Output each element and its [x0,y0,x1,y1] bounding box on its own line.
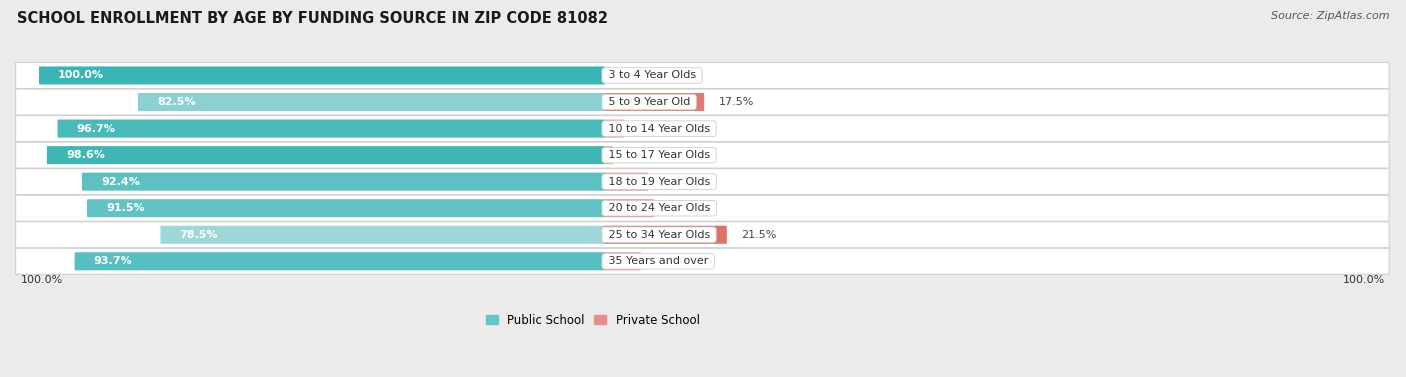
FancyBboxPatch shape [58,120,606,138]
FancyBboxPatch shape [87,199,606,217]
Text: 93.7%: 93.7% [94,256,132,266]
Text: 5 to 9 Year Old: 5 to 9 Year Old [605,97,693,107]
FancyBboxPatch shape [82,173,606,191]
Text: 100.0%: 100.0% [58,70,104,80]
FancyBboxPatch shape [605,93,704,111]
Text: SCHOOL ENROLLMENT BY AGE BY FUNDING SOURCE IN ZIP CODE 81082: SCHOOL ENROLLMENT BY AGE BY FUNDING SOUR… [17,11,607,26]
Text: 10 to 14 Year Olds: 10 to 14 Year Olds [605,124,713,133]
FancyBboxPatch shape [605,173,648,191]
Text: 92.4%: 92.4% [101,177,139,187]
Text: 18 to 19 Year Olds: 18 to 19 Year Olds [605,177,713,187]
FancyBboxPatch shape [605,199,654,217]
Text: Source: ZipAtlas.com: Source: ZipAtlas.com [1271,11,1389,21]
Text: 100.0%: 100.0% [1343,276,1385,285]
Text: 3.3%: 3.3% [638,124,666,133]
FancyBboxPatch shape [15,169,1389,195]
FancyBboxPatch shape [605,226,727,244]
Text: 96.7%: 96.7% [77,124,115,133]
FancyBboxPatch shape [75,252,606,270]
FancyBboxPatch shape [605,146,613,164]
Text: 100.0%: 100.0% [21,276,63,285]
FancyBboxPatch shape [15,89,1389,115]
FancyBboxPatch shape [160,226,606,244]
Text: 1.4%: 1.4% [627,150,655,160]
Text: 0.0%: 0.0% [620,70,648,80]
Text: 17.5%: 17.5% [718,97,754,107]
FancyBboxPatch shape [15,142,1389,168]
FancyBboxPatch shape [15,116,1389,142]
Text: 78.5%: 78.5% [180,230,218,240]
Text: 91.5%: 91.5% [105,203,145,213]
FancyBboxPatch shape [138,93,606,111]
Text: 6.3%: 6.3% [655,256,683,266]
Text: 82.5%: 82.5% [157,97,195,107]
Text: 25 to 34 Year Olds: 25 to 34 Year Olds [605,230,713,240]
FancyBboxPatch shape [46,146,606,164]
Legend: Public School, Private School: Public School, Private School [481,309,704,331]
Text: 3 to 4 Year Olds: 3 to 4 Year Olds [605,70,699,80]
Text: 8.6%: 8.6% [668,203,696,213]
FancyBboxPatch shape [605,120,624,138]
FancyBboxPatch shape [605,252,641,270]
Text: 21.5%: 21.5% [741,230,776,240]
FancyBboxPatch shape [39,66,606,84]
Text: 98.6%: 98.6% [66,150,105,160]
FancyBboxPatch shape [15,195,1389,221]
Text: 20 to 24 Year Olds: 20 to 24 Year Olds [605,203,714,213]
FancyBboxPatch shape [15,222,1389,248]
FancyBboxPatch shape [15,63,1389,89]
Text: 7.6%: 7.6% [662,177,690,187]
Text: 35 Years and over: 35 Years and over [605,256,711,266]
FancyBboxPatch shape [15,248,1389,274]
Text: 15 to 17 Year Olds: 15 to 17 Year Olds [605,150,713,160]
